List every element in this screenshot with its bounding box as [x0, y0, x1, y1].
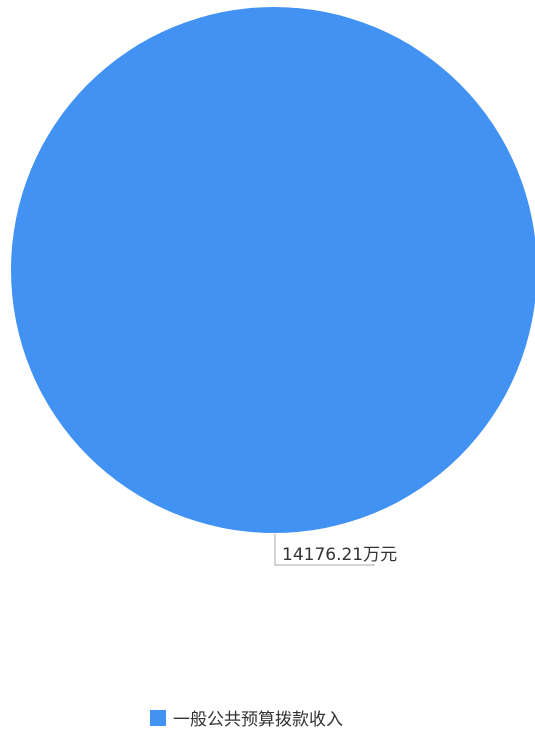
- pie-slice-0[interactable]: [11, 7, 535, 533]
- legend-swatch-general-budget[interactable]: [150, 710, 166, 726]
- data-label-leader-line: [274, 534, 375, 566]
- legend: 一般公共预算拨款收入: [150, 710, 343, 730]
- legend-label-general-budget[interactable]: 一般公共预算拨款收入: [173, 710, 343, 730]
- pie-slices: [11, 7, 535, 533]
- data-label-general-budget: 14176.21万元: [282, 545, 397, 565]
